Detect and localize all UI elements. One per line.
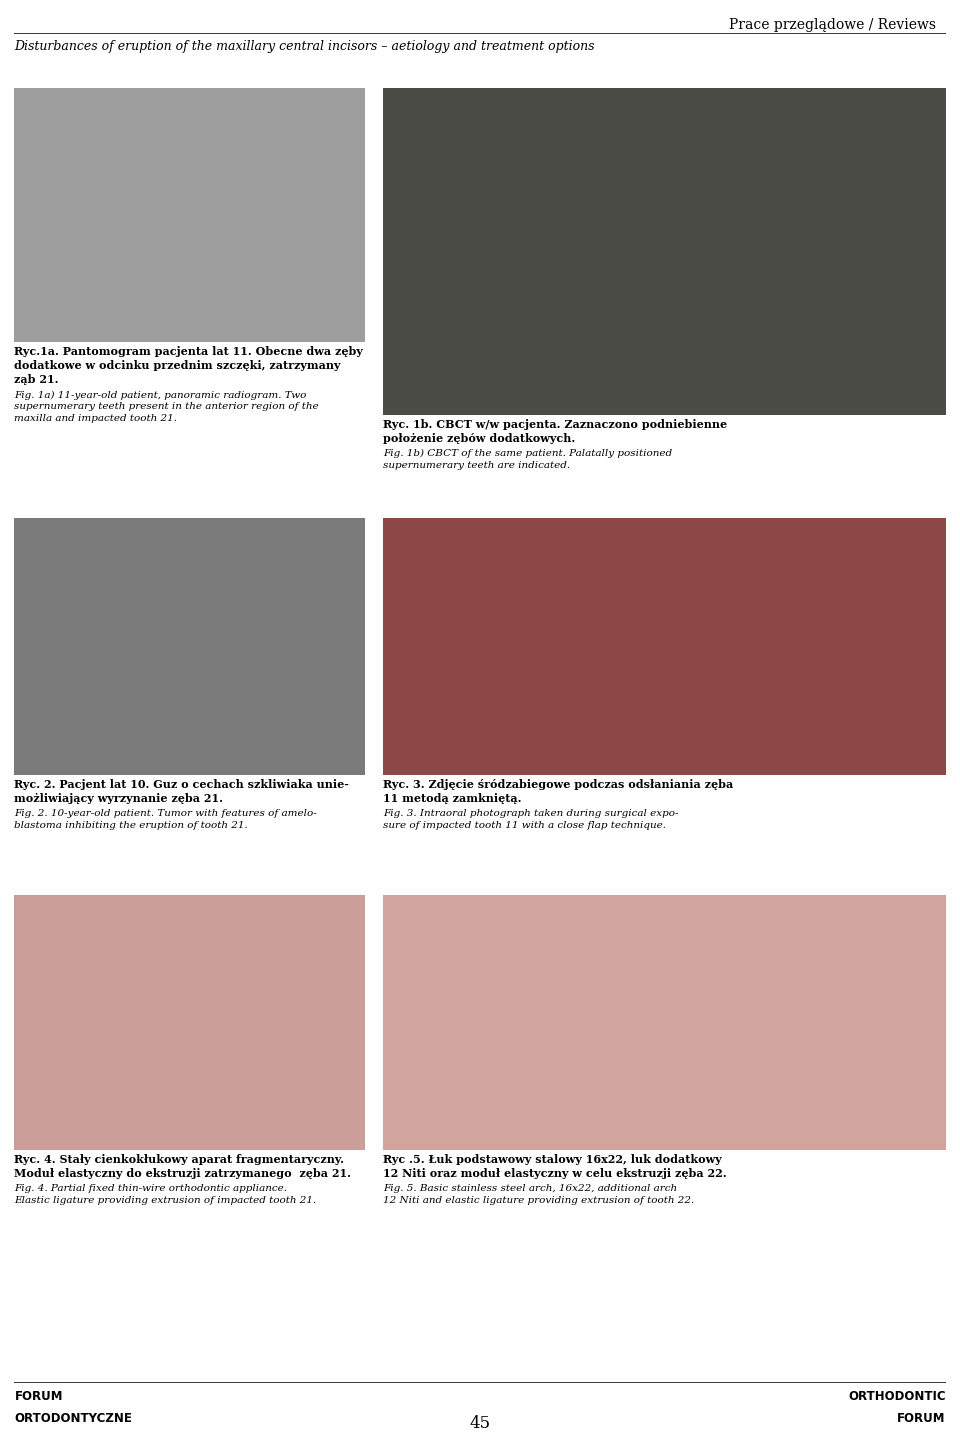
Text: FORUM: FORUM <box>14 1391 63 1404</box>
Text: Fig. 3. Intraoral photograph taken during surgical expo-
sure of impacted tooth : Fig. 3. Intraoral photograph taken durin… <box>383 809 679 830</box>
Text: FORUM: FORUM <box>897 1412 946 1425</box>
Text: Fig. 4. Partial fixed thin-wire orthodontic appliance.
Elastic ligature providin: Fig. 4. Partial fixed thin-wire orthodon… <box>14 1184 316 1205</box>
Text: Ryc. 2. Pacjent lat 10. Guz o cechach szkliwiaka unie-
możliwiający wyrzynanie z: Ryc. 2. Pacjent lat 10. Guz o cechach sz… <box>14 779 348 804</box>
Text: Ryc. 4. Stały cienkokłukowy aparat fragmentaryczny.
Moduł elastyczny do ekstruzj: Ryc. 4. Stały cienkokłukowy aparat fragm… <box>14 1154 351 1180</box>
Text: 45: 45 <box>469 1415 491 1433</box>
Text: ORTHODONTIC: ORTHODONTIC <box>848 1391 946 1404</box>
Text: Ryc. 3. Zdjęcie śródzabiegowe podczas odsłaniania zęba
11 metodą zamkniętą.: Ryc. 3. Zdjęcie śródzabiegowe podczas od… <box>383 779 733 804</box>
Text: Fig. 1a) 11-year-old patient, panoramic radiogram. Two
supernumerary teeth prese: Fig. 1a) 11-year-old patient, panoramic … <box>14 391 319 423</box>
Text: Ryc .5. Łuk podstawowy stalowy 16x22, luk dodatkowy
12 Niti oraz moduł elastyczn: Ryc .5. Łuk podstawowy stalowy 16x22, lu… <box>383 1154 727 1180</box>
Text: Ryc. 1b. CBCT w/w pacjenta. Zaznaczono podniebienne
położenie zębów dodatkowych.: Ryc. 1b. CBCT w/w pacjenta. Zaznaczono p… <box>383 418 727 445</box>
Text: Fig. 1b) CBCT of the same patient. Palatally positioned
supernumerary teeth are : Fig. 1b) CBCT of the same patient. Palat… <box>383 449 672 469</box>
Text: ORTODONTYCZNE: ORTODONTYCZNE <box>14 1412 132 1425</box>
Text: Ryc.1a. Pantomogram pacjenta lat 11. Obecne dwa zęby
dodatkowe w odcinku przedni: Ryc.1a. Pantomogram pacjenta lat 11. Obe… <box>14 346 363 385</box>
Text: Disturbances of eruption of the maxillary central incisors – aetiology and treat: Disturbances of eruption of the maxillar… <box>14 41 595 52</box>
Text: Fig. 2. 10-year-old patient. Tumor with features of amelo-
blastoma inhibiting t: Fig. 2. 10-year-old patient. Tumor with … <box>14 809 317 830</box>
Text: Prace przeglądowe / Reviews: Prace przeglądowe / Reviews <box>729 17 936 32</box>
Text: Fig. 5. Basic stainless steel arch, 16x22, additional arch
12 Niti and elastic l: Fig. 5. Basic stainless steel arch, 16x2… <box>383 1184 694 1205</box>
